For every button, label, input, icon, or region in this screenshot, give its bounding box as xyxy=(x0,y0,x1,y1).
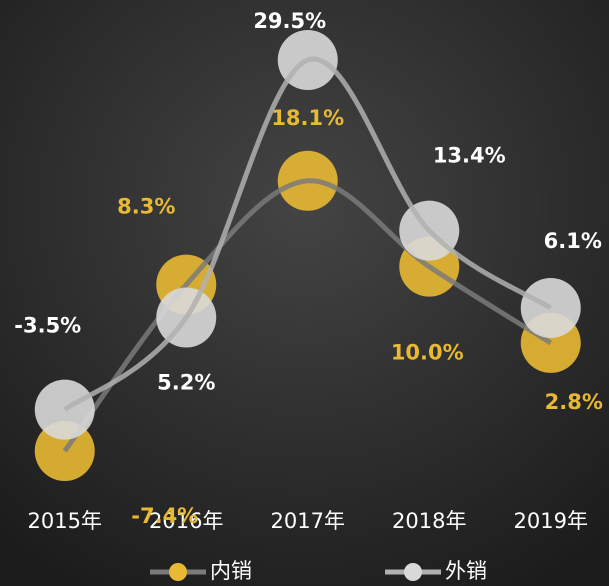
data-label: -3.5% xyxy=(14,314,81,338)
data-label: 5.2% xyxy=(157,370,215,394)
x-tick-label: 2017年 xyxy=(271,509,345,533)
x-tick-label: 2015年 xyxy=(28,509,102,533)
series-line xyxy=(63,56,553,412)
legend-label: 外销 xyxy=(445,559,487,583)
data-label: 13.4% xyxy=(433,144,506,168)
data-label: 29.5% xyxy=(253,9,326,33)
data-label: 8.3% xyxy=(117,195,175,219)
x-tick-label: 2019年 xyxy=(514,509,588,533)
x-tick-label: 2018年 xyxy=(392,509,466,533)
data-label: 18.1% xyxy=(271,106,344,130)
legend-marker xyxy=(169,563,187,581)
legend-label: 内销 xyxy=(210,559,252,583)
data-label: 2.8% xyxy=(545,390,603,414)
data-label: 10.0% xyxy=(391,341,464,365)
data-label: 6.1% xyxy=(544,229,602,253)
legend-marker xyxy=(404,563,422,581)
x-tick-label: 2016年 xyxy=(149,509,223,533)
series-line xyxy=(62,178,553,453)
data-label: -7.4% xyxy=(131,504,198,528)
